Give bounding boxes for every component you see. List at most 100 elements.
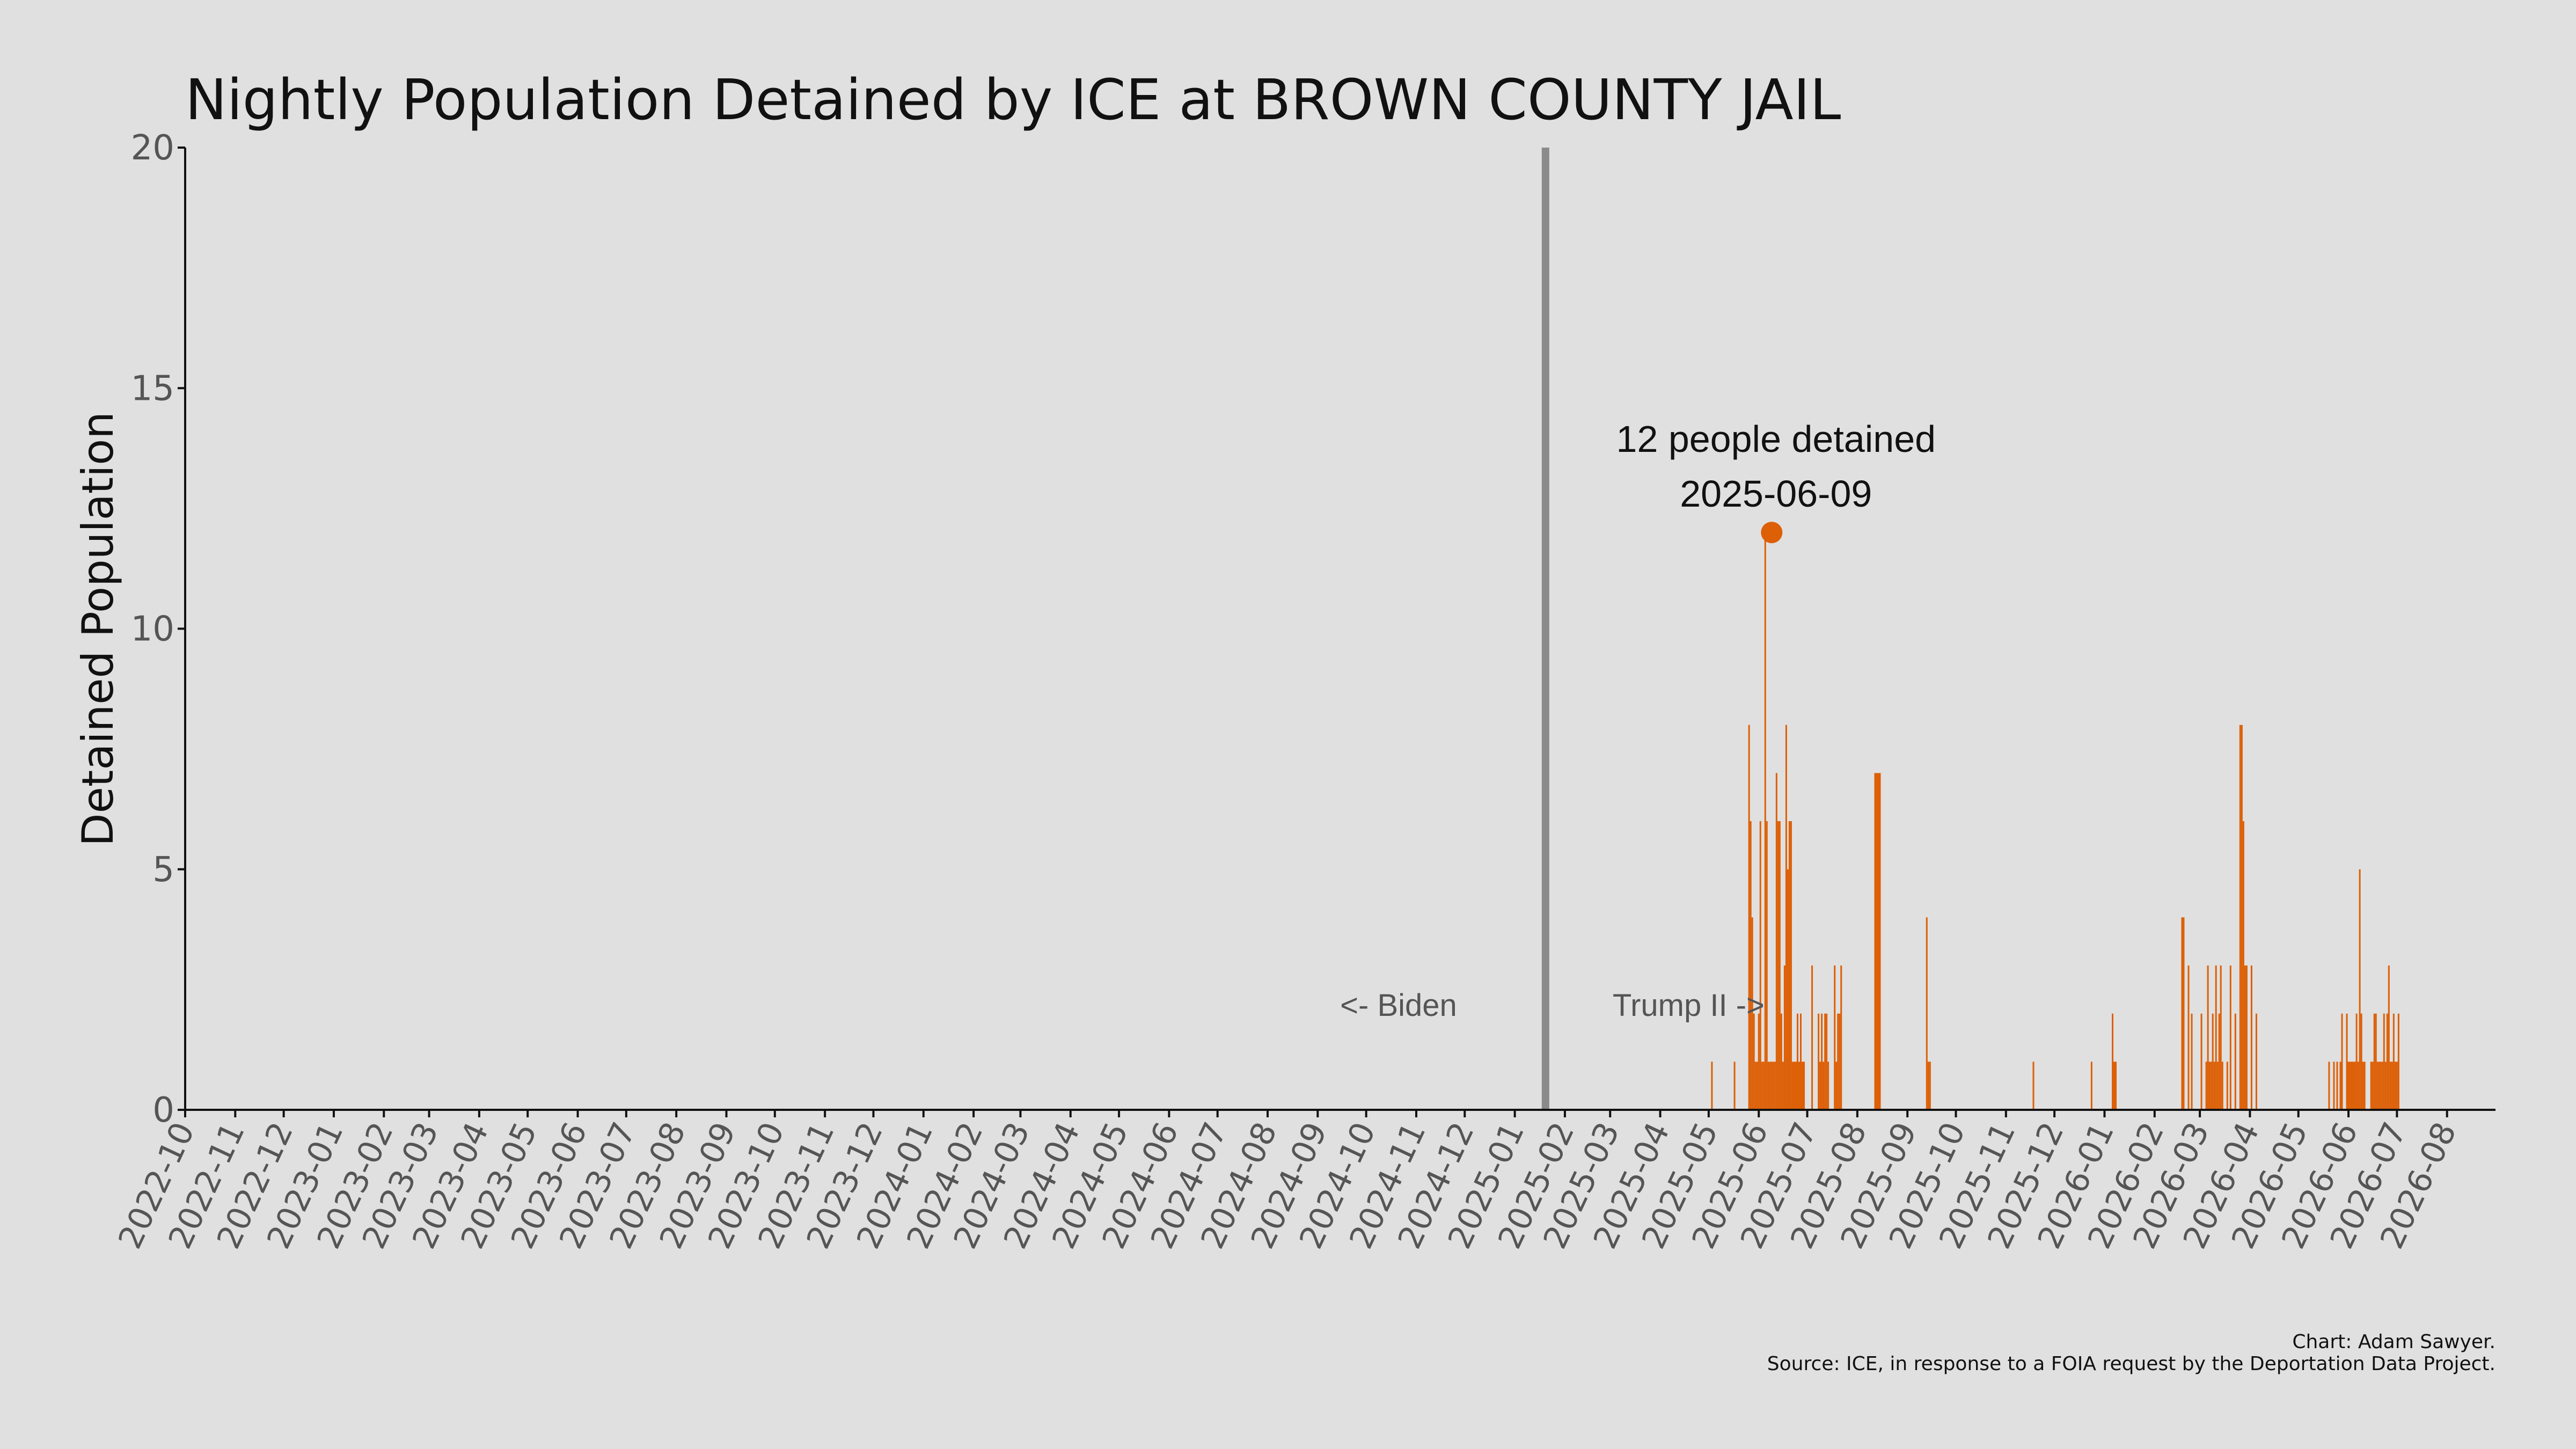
bar xyxy=(2341,1013,2343,1110)
bar xyxy=(2239,724,2241,1110)
bar xyxy=(2362,1062,2364,1110)
bar xyxy=(1769,1062,1771,1110)
bar xyxy=(1767,1062,1769,1110)
bar xyxy=(2389,1062,2391,1110)
bar xyxy=(1818,1013,1820,1110)
bar xyxy=(2207,965,2209,1110)
y-axis-label: Detained Population xyxy=(73,412,123,846)
bar xyxy=(1791,1062,1794,1110)
bar xyxy=(2218,1013,2220,1110)
bar xyxy=(2383,1013,2385,1110)
bar xyxy=(1775,773,1777,1110)
bar xyxy=(2380,1062,2382,1110)
bar xyxy=(2032,1062,2035,1110)
bar xyxy=(2336,1062,2338,1110)
bar xyxy=(1877,773,1879,1110)
bar xyxy=(2392,1013,2395,1110)
bar xyxy=(2181,917,2183,1110)
bar xyxy=(1759,821,1761,1110)
bar xyxy=(2245,965,2248,1110)
y-tick-label: 10 xyxy=(131,610,174,649)
y-tick-label: 5 xyxy=(152,850,174,890)
bar xyxy=(2113,1062,2116,1110)
bar xyxy=(2381,1062,2383,1110)
bar xyxy=(1774,1062,1776,1110)
bar xyxy=(2115,1062,2117,1110)
bar xyxy=(1711,1062,1713,1110)
bar xyxy=(2359,869,2361,1110)
bar xyxy=(1779,821,1781,1110)
bar xyxy=(1798,1062,1800,1110)
bar xyxy=(2328,1062,2330,1110)
bar xyxy=(2386,1013,2388,1110)
bar xyxy=(1876,773,1878,1110)
bar xyxy=(2255,1013,2257,1110)
bar xyxy=(1761,1062,1763,1110)
bar xyxy=(2333,1062,2335,1110)
bar xyxy=(1790,821,1792,1110)
bar xyxy=(2354,1062,2356,1110)
bar xyxy=(2363,1062,2366,1110)
bar xyxy=(2221,1062,2223,1110)
bar xyxy=(2191,1013,2193,1110)
bar xyxy=(2200,1013,2202,1110)
bar xyxy=(2376,1062,2379,1110)
bar xyxy=(2349,1062,2351,1110)
bar xyxy=(2370,1062,2372,1110)
bar xyxy=(1780,1013,1782,1110)
bar xyxy=(1821,1013,1823,1110)
bar xyxy=(2234,1013,2236,1110)
bar xyxy=(1733,1062,1736,1110)
bar xyxy=(2212,1013,2214,1110)
bar xyxy=(2339,1062,2341,1110)
y-axis-ticks: 0 5 10 15 20 xyxy=(131,128,185,1130)
bar xyxy=(1874,773,1876,1110)
bar xyxy=(2208,1062,2211,1110)
bar xyxy=(2396,1062,2398,1110)
bar xyxy=(1839,1013,1841,1110)
peak-annotation-count: 12 people detained xyxy=(1616,418,1936,460)
caption-credit: Chart: Adam Sawyer. xyxy=(2292,1331,2496,1353)
bar xyxy=(1795,1062,1797,1110)
bar xyxy=(1766,821,1768,1110)
bar xyxy=(1782,1062,1784,1110)
bar xyxy=(1770,1062,1773,1110)
bar xyxy=(2397,1013,2399,1110)
bar xyxy=(1929,1062,1931,1110)
bar xyxy=(2244,965,2246,1110)
bar xyxy=(2229,965,2231,1110)
bar xyxy=(1823,1062,1825,1110)
bar xyxy=(1754,1062,1757,1110)
bar-series xyxy=(1711,532,2399,1110)
bar xyxy=(2391,1062,2393,1110)
bar xyxy=(2346,1013,2348,1110)
bar xyxy=(1787,869,1789,1110)
bar xyxy=(2357,1062,2359,1110)
bar xyxy=(2215,965,2217,1110)
y-tick-label: 20 xyxy=(131,128,174,168)
bar xyxy=(1762,1062,1765,1110)
bar xyxy=(1927,1062,1929,1110)
bar xyxy=(1777,821,1779,1110)
bar xyxy=(2112,1013,2114,1110)
bar xyxy=(1824,1013,1826,1110)
bar xyxy=(2183,917,2185,1110)
bar xyxy=(2187,965,2190,1110)
bar xyxy=(2210,1062,2212,1110)
bar xyxy=(2352,1062,2354,1110)
bar xyxy=(1799,1013,1802,1110)
bar xyxy=(1834,965,1836,1110)
bar xyxy=(1764,532,1766,1110)
bar xyxy=(2351,1062,2353,1110)
bar xyxy=(1793,1062,1795,1110)
peak-annotation-date: 2025-06-09 xyxy=(1680,473,1872,515)
bar xyxy=(2372,1062,2374,1110)
bar xyxy=(2216,1062,2219,1110)
bar xyxy=(1783,965,1785,1110)
bar xyxy=(1827,1062,1829,1110)
era-label-biden: <- Biden xyxy=(1340,988,1457,1023)
bar xyxy=(1835,1062,1838,1110)
bar xyxy=(1758,1013,1760,1110)
bar xyxy=(2241,724,2243,1110)
